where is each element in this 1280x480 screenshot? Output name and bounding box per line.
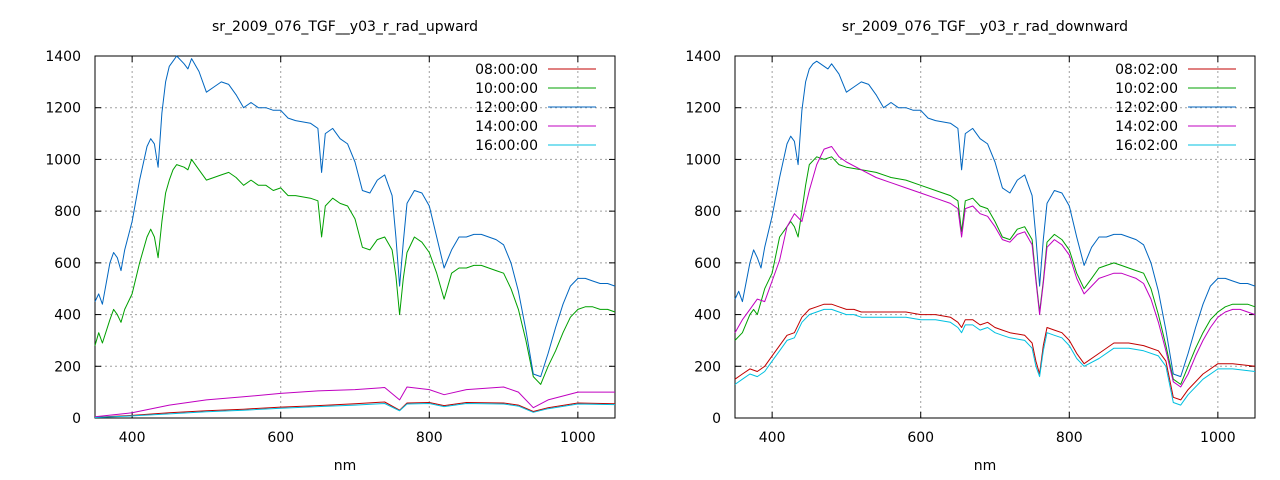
series-line-080200 bbox=[734, 303, 1256, 401]
x-axis-label: nm bbox=[974, 458, 997, 474]
y-tick-label: 1200 bbox=[45, 101, 81, 117]
legend-label: 12:02:00 bbox=[1115, 100, 1178, 116]
x-tick-label: 600 bbox=[907, 430, 934, 446]
y-tick-label: 800 bbox=[694, 204, 721, 220]
series-line-160000 bbox=[94, 403, 616, 418]
chart-downward: sr_2009_076_TGF__y03_r_rad_downward 400 60… bbox=[685, 19, 1256, 474]
x-tick-label: 800 bbox=[416, 430, 443, 446]
chart-panel-upward: sr_2009_076_TGF__y03_r_rad_upward 400 600 8… bbox=[45, 19, 616, 474]
x-tick-label: 600 bbox=[267, 430, 294, 446]
series-line-160200 bbox=[734, 308, 1256, 406]
plot-frame bbox=[734, 55, 1256, 419]
y-tick-label: 400 bbox=[694, 308, 721, 324]
x-tick-label: 800 bbox=[1056, 430, 1083, 446]
y-tick-label: 0 bbox=[72, 411, 81, 427]
chart-title: sr_2009_076_TGF__y03_r_rad_downward bbox=[842, 19, 1128, 35]
y-tick-label: 800 bbox=[54, 204, 81, 220]
legend-label: 16:00:00 bbox=[475, 138, 538, 154]
x-axis-label: nm bbox=[334, 458, 357, 474]
x-tick-label: 400 bbox=[119, 430, 146, 446]
y-tick-label: 600 bbox=[694, 256, 721, 272]
series-line-100200 bbox=[734, 156, 1256, 385]
series-line-080000 bbox=[94, 401, 616, 418]
y-tick-label: 1400 bbox=[45, 49, 81, 65]
legend-label: 08:02:00 bbox=[1115, 62, 1178, 78]
series-line-140200 bbox=[734, 146, 1256, 388]
series-line-140000 bbox=[94, 386, 615, 418]
legend-label: 14:02:00 bbox=[1115, 119, 1178, 135]
legend-label: 14:00:00 bbox=[475, 119, 538, 135]
legend-label: 08:00:00 bbox=[475, 62, 538, 78]
legend-label: 10:00:00 bbox=[475, 81, 538, 97]
y-tick-label: 1400 bbox=[685, 49, 721, 65]
series-line-100000 bbox=[94, 158, 616, 385]
x-tick-label: 400 bbox=[759, 430, 786, 446]
y-tick-label: 1000 bbox=[45, 152, 81, 168]
chart-upward: sr_2009_076_TGF__y03_r_rad_upward 400 600 8… bbox=[45, 19, 616, 474]
y-tick-label: 600 bbox=[54, 256, 81, 272]
y-tick-label: 1200 bbox=[685, 101, 721, 117]
y-tick-label: 200 bbox=[694, 359, 721, 375]
y-tick-label: 1000 bbox=[685, 152, 721, 168]
chart-panel-downward: sr_2009_076_TGF__y03_r_rad_downward 400 60… bbox=[640, 0, 1280, 480]
x-tick-label: 1000 bbox=[560, 430, 596, 446]
x-tick-label: 1000 bbox=[1200, 430, 1236, 446]
series-line-120000 bbox=[94, 55, 616, 378]
plot-frame bbox=[94, 55, 616, 419]
legend-label: 10:02:00 bbox=[1115, 81, 1178, 97]
y-tick-label: 0 bbox=[712, 411, 721, 427]
y-tick-label: 400 bbox=[54, 308, 81, 324]
chart-title: sr_2009_076_TGF__y03_r_rad_upward bbox=[212, 19, 478, 35]
y-tick-label: 200 bbox=[54, 359, 81, 375]
legend-label: 16:02:00 bbox=[1115, 138, 1178, 154]
legend-label: 12:00:00 bbox=[475, 100, 538, 116]
series-line-120200 bbox=[734, 60, 1256, 378]
